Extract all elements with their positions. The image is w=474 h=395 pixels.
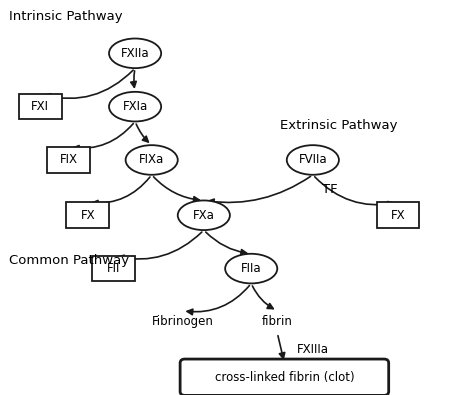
FancyArrowPatch shape xyxy=(278,336,285,359)
FancyArrowPatch shape xyxy=(92,177,150,206)
FancyBboxPatch shape xyxy=(19,94,62,119)
Ellipse shape xyxy=(109,38,161,68)
Ellipse shape xyxy=(178,201,230,230)
FancyArrowPatch shape xyxy=(131,71,136,87)
Text: Intrinsic Pathway: Intrinsic Pathway xyxy=(9,10,123,23)
Text: FIIa: FIIa xyxy=(241,262,262,275)
Text: cross-linked fibrin (clot): cross-linked fibrin (clot) xyxy=(215,371,354,384)
Text: FIXa: FIXa xyxy=(139,154,164,166)
Ellipse shape xyxy=(287,145,339,175)
Ellipse shape xyxy=(109,92,161,122)
Text: FXI: FXI xyxy=(31,100,49,113)
FancyArrowPatch shape xyxy=(209,176,310,205)
Text: Fibrinogen: Fibrinogen xyxy=(152,316,213,328)
Text: fibrin: fibrin xyxy=(262,316,293,328)
Text: FIX: FIX xyxy=(60,154,78,166)
Text: FXIa: FXIa xyxy=(122,100,148,113)
FancyArrowPatch shape xyxy=(118,232,202,261)
Text: FVIIa: FVIIa xyxy=(299,154,327,166)
Text: FXa: FXa xyxy=(193,209,215,222)
FancyBboxPatch shape xyxy=(47,147,90,173)
FancyBboxPatch shape xyxy=(180,359,389,395)
Ellipse shape xyxy=(225,254,277,284)
FancyArrowPatch shape xyxy=(154,177,199,202)
Text: Extrinsic Pathway: Extrinsic Pathway xyxy=(280,118,397,132)
FancyArrowPatch shape xyxy=(187,286,249,315)
Text: FX: FX xyxy=(81,209,95,222)
Text: FXIIIa: FXIIIa xyxy=(297,343,329,356)
FancyArrowPatch shape xyxy=(206,232,246,255)
FancyBboxPatch shape xyxy=(66,202,109,228)
Text: FII: FII xyxy=(107,262,120,275)
Ellipse shape xyxy=(126,145,178,175)
FancyBboxPatch shape xyxy=(377,202,419,228)
Text: FXIIa: FXIIa xyxy=(121,47,149,60)
Text: TF: TF xyxy=(322,183,337,196)
FancyArrowPatch shape xyxy=(315,177,393,207)
FancyArrowPatch shape xyxy=(252,286,273,308)
FancyBboxPatch shape xyxy=(92,256,135,281)
FancyArrowPatch shape xyxy=(136,124,148,142)
FancyArrowPatch shape xyxy=(73,124,133,151)
FancyArrowPatch shape xyxy=(45,70,133,99)
Text: Common Pathway: Common Pathway xyxy=(9,254,129,267)
Text: FX: FX xyxy=(391,209,405,222)
